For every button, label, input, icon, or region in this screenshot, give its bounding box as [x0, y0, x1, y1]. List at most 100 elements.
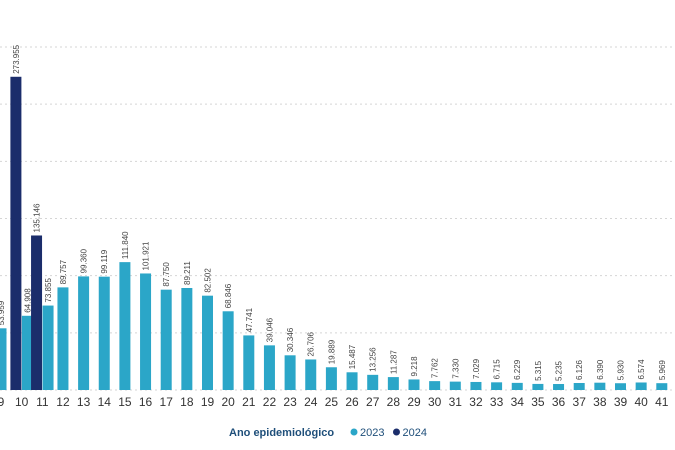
value-label: 26.706 — [307, 331, 316, 356]
x-tick-label: 20 — [221, 395, 235, 409]
bar — [346, 372, 358, 390]
value-label: 39.046 — [265, 317, 274, 342]
x-tick-label: 16 — [139, 395, 153, 409]
value-label: 101.921 — [142, 241, 151, 270]
x-tick-label: 41 — [655, 395, 669, 409]
x-tick-label: 31 — [449, 395, 463, 409]
value-label: 89.211 — [183, 261, 192, 285]
x-tick-label: 37 — [573, 395, 587, 409]
value-label: 68.846 — [224, 283, 233, 308]
bar — [31, 235, 43, 390]
bar — [78, 276, 90, 390]
legend-label: 2024 — [402, 427, 426, 439]
value-label: 53.959 — [0, 300, 6, 325]
bar — [98, 276, 110, 390]
x-tick-label: 11 — [36, 395, 49, 409]
value-label: 6.390 — [596, 359, 605, 380]
value-label: 5.235 — [555, 360, 564, 381]
bar — [21, 315, 33, 390]
value-label: 87.750 — [162, 262, 171, 287]
x-tick-label: 26 — [345, 395, 359, 409]
x-tick-label: 15 — [118, 395, 132, 409]
value-label: 6.574 — [637, 359, 646, 380]
bar — [325, 367, 337, 390]
bar — [367, 374, 379, 390]
x-tick-label: 35 — [531, 395, 545, 409]
value-label: 5.315 — [534, 360, 543, 381]
value-label: 99.360 — [80, 248, 89, 273]
bar — [491, 382, 503, 390]
bar — [140, 273, 152, 390]
bar — [553, 384, 565, 390]
x-tick-label: 10 — [15, 395, 29, 409]
x-tick-label: 21 — [242, 395, 256, 409]
x-tick-label: 17 — [160, 395, 174, 409]
x-tick-label: 14 — [98, 395, 112, 409]
value-label: 99.119 — [100, 249, 109, 273]
value-label: 9.218 — [410, 356, 419, 377]
value-label: 5.969 — [658, 360, 667, 381]
bar — [305, 359, 317, 390]
value-label: 5.930 — [617, 360, 626, 381]
legend-title: Ano epidemiológico — [229, 427, 334, 439]
x-tick-label: 18 — [180, 395, 194, 409]
value-label: 47.741 — [245, 307, 254, 332]
x-tick-label: 29 — [407, 395, 421, 409]
bar — [119, 262, 131, 390]
x-tick-label: 36 — [552, 395, 566, 409]
x-tick-label: 39 — [614, 395, 628, 409]
bar — [470, 381, 482, 390]
legend-marker — [392, 428, 400, 436]
legend-marker — [350, 428, 358, 436]
value-label: 15.487 — [348, 344, 357, 369]
legend-label: 2023 — [360, 427, 384, 439]
bar — [635, 382, 647, 390]
value-label: 273.955 — [12, 44, 21, 73]
value-label: 7.330 — [451, 358, 460, 379]
bar — [202, 295, 213, 390]
bar — [408, 379, 420, 390]
bar — [57, 287, 69, 390]
bar — [181, 288, 193, 390]
value-label: 73.855 — [44, 278, 53, 303]
value-label: 7.762 — [431, 358, 440, 379]
bar — [222, 311, 234, 390]
x-tick-label: 9 — [0, 395, 5, 409]
bar — [263, 345, 275, 390]
x-tick-label: 33 — [490, 395, 504, 409]
bar — [594, 382, 606, 390]
value-label: 30.346 — [286, 327, 295, 352]
x-tick-label: 12 — [56, 395, 70, 409]
x-tick-label: 27 — [366, 395, 380, 409]
bar — [10, 76, 22, 391]
value-label: 7.029 — [472, 358, 481, 379]
bar — [243, 335, 255, 390]
value-label: 82.502 — [204, 268, 213, 293]
bar — [532, 383, 544, 390]
value-label: 6.126 — [575, 359, 584, 380]
x-tick-label: 30 — [428, 395, 442, 409]
value-label: 6.229 — [513, 359, 522, 380]
x-tick-label: 34 — [511, 395, 525, 409]
bar — [615, 383, 626, 390]
x-tick-label: 38 — [593, 395, 607, 409]
bar — [511, 382, 523, 390]
value-label: 11.287 — [389, 350, 398, 374]
bar — [387, 377, 399, 390]
value-label: 6.715 — [493, 359, 502, 380]
value-label: 64.908 — [23, 288, 32, 313]
x-tick-label: 25 — [325, 395, 339, 409]
x-tick-label: 13 — [77, 395, 91, 409]
x-tick-label: 32 — [469, 395, 483, 409]
bar — [160, 289, 172, 390]
bar — [429, 381, 441, 390]
bar — [573, 382, 585, 390]
value-label: 13.256 — [369, 347, 378, 372]
bar — [449, 381, 461, 390]
bar — [656, 383, 668, 390]
x-tick-label: 40 — [634, 395, 648, 409]
value-label: 135.146 — [33, 203, 42, 232]
x-tick-label: 19 — [201, 395, 215, 409]
x-tick-label: 28 — [387, 395, 401, 409]
